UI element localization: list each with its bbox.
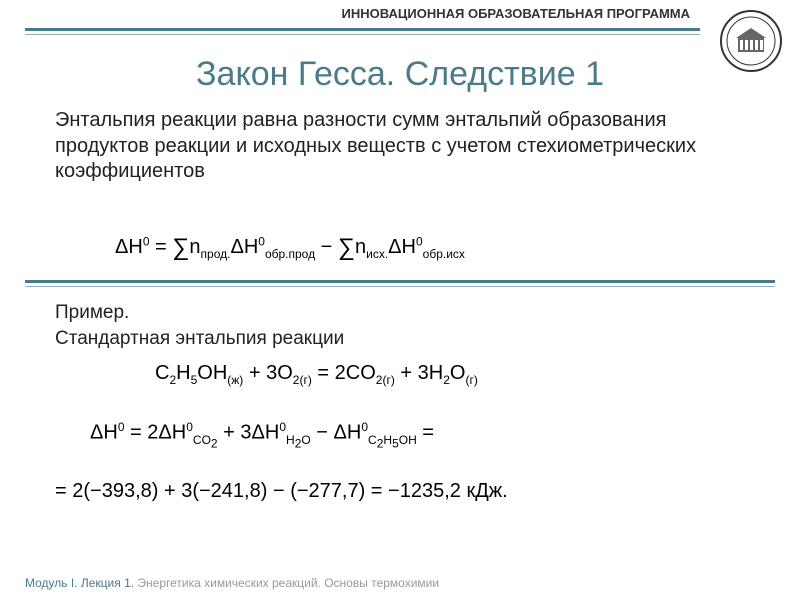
reaction-equation: C2H5OH(ж) + 3O2(г) = 2CO2(г) + 3H2O(г): [155, 362, 478, 387]
header-program-text: ИННОВАЦИОННАЯ ОБРАЗОВАТЕЛЬНАЯ ПРОГРАММА: [342, 6, 690, 21]
header-line-light: [25, 34, 700, 35]
footer-text: Модуль I. Лекция 1. Энергетика химически…: [25, 576, 439, 590]
slide-title: Закон Гесса. Следствие 1: [0, 55, 800, 94]
example-text: Стандартная энтальпия реакции: [55, 328, 344, 350]
enthalpy-numeric: = 2(−393,8) + 3(−241,8) − (−277,7) = −12…: [55, 480, 508, 503]
header-bar: [25, 28, 700, 35]
corollary-paragraph: Энтальпия реакции равна разности сумм эн…: [55, 108, 755, 185]
enthalpy-expansion: ΔH0 = 2ΔH0CO2 + 3ΔH0H2O − ΔH0C2H5OH =: [90, 420, 434, 450]
example-label: Пример.: [55, 302, 129, 324]
hess-formula: ΔH0 = ∑nпрод.ΔH0обр.прод − ∑nисх.ΔH0обр.…: [115, 232, 465, 261]
mid-divider: [25, 280, 775, 287]
header-line-dark: [25, 28, 700, 31]
